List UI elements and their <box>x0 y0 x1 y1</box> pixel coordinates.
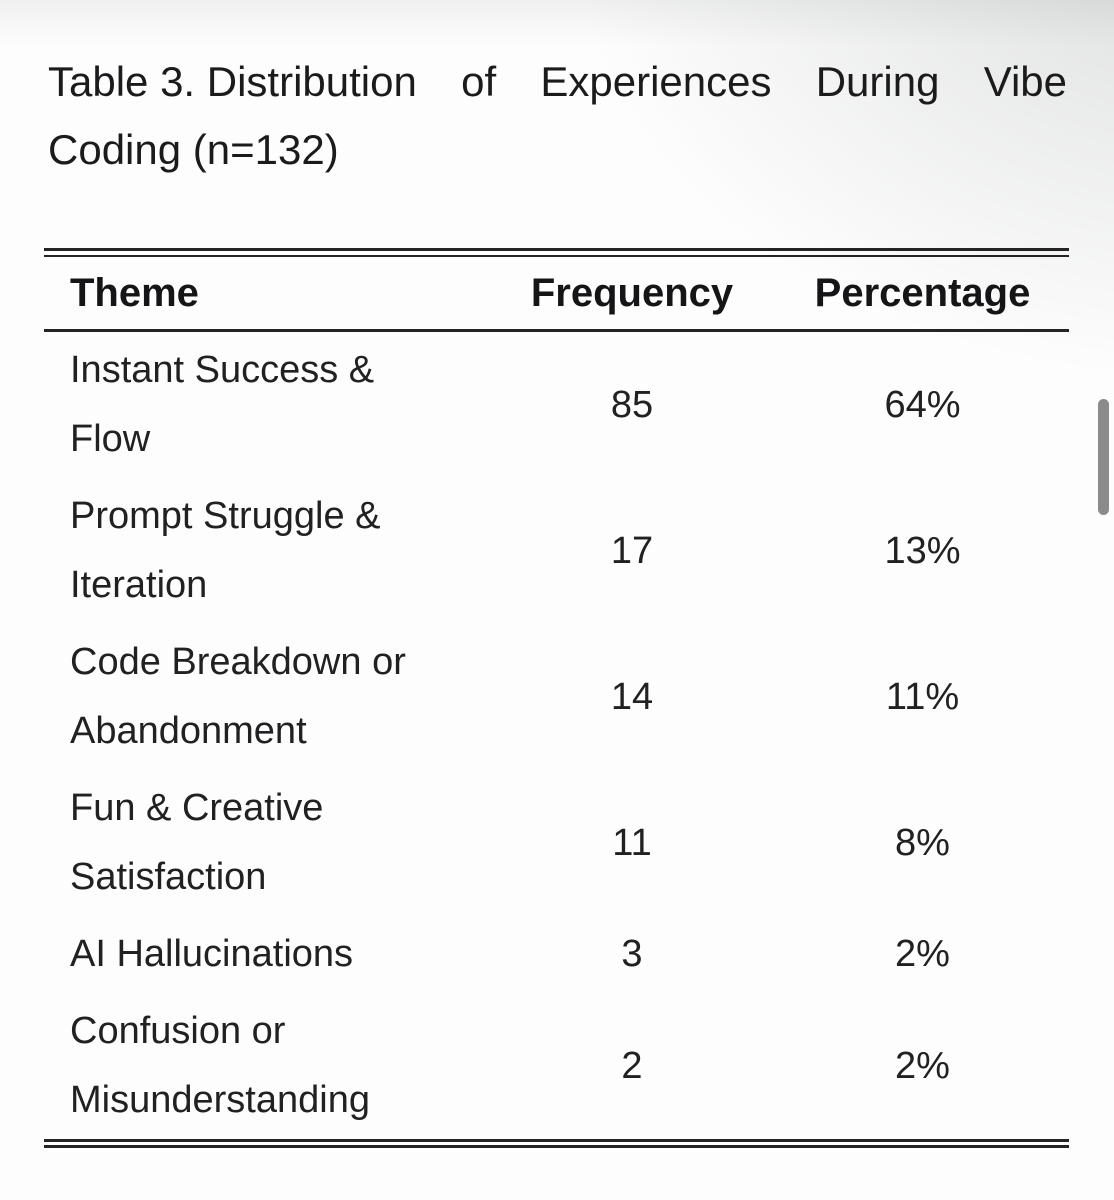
frequency-cell: 14 <box>610 675 654 718</box>
caption-word: Table 3. Distribution <box>48 58 417 105</box>
percentage-cell: 13% <box>884 529 961 572</box>
frequency-cell: 85 <box>610 383 654 426</box>
scrollbar-thumb[interactable] <box>1098 399 1109 515</box>
theme-cell: Code Breakdown or Abandonment <box>70 641 406 752</box>
theme-cell: Instant Success & Flow <box>70 349 375 460</box>
frequency-cell: 3 <box>621 933 643 975</box>
theme-cell: AI Hallucinations <box>70 933 354 975</box>
column-header-frequency: Frequency <box>530 271 734 315</box>
table-row: Code Breakdown or Abandonment 14 11% <box>44 624 1069 770</box>
table-top-rule <box>44 248 1069 257</box>
table-row: AI Hallucinations 3 2% <box>44 916 1069 993</box>
caption-word: Vibe <box>983 58 1067 105</box>
table-header-row: Theme Frequency Percentage <box>44 257 1069 332</box>
table-row: Prompt Struggle & Iteration 17 13% <box>44 478 1069 624</box>
caption-word: of <box>461 58 497 105</box>
caption-line-1: Table 3. Distribution of Experiences Dur… <box>48 48 1067 116</box>
theme-cell: Fun & Creative Satisfaction <box>70 787 324 898</box>
column-header-percentage: Percentage <box>814 271 1031 315</box>
table-row: Confusion or Misunderstanding 2 2% <box>44 993 1069 1139</box>
percentage-cell: 2% <box>895 1044 950 1087</box>
percentage-cell: 8% <box>895 821 950 864</box>
theme-cell: Prompt Struggle & Iteration <box>70 495 381 606</box>
table-bottom-rule <box>44 1139 1069 1148</box>
table-caption: Table 3. Distribution of Experiences Dur… <box>0 0 1114 184</box>
caption-line-2: Coding (n=132) <box>48 126 339 173</box>
table-row: Fun & Creative Satisfaction 11 8% <box>44 770 1069 916</box>
percentage-cell: 11% <box>885 675 960 718</box>
caption-word: During <box>815 58 940 105</box>
frequency-cell: 11 <box>612 821 652 864</box>
column-header-theme: Theme <box>70 271 199 315</box>
theme-cell: Confusion or Misunderstanding <box>70 1010 370 1121</box>
percentage-cell: 64% <box>884 383 961 426</box>
frequency-cell: 2 <box>621 1044 643 1087</box>
page: Table 3. Distribution of Experiences Dur… <box>0 0 1114 1148</box>
table-row: Instant Success & Flow 85 64% <box>44 332 1069 478</box>
caption-word: Experiences <box>540 58 772 105</box>
data-table: Theme Frequency Percentage Instant Succe… <box>44 248 1069 1148</box>
percentage-cell: 2% <box>895 933 950 975</box>
frequency-cell: 17 <box>610 529 654 572</box>
